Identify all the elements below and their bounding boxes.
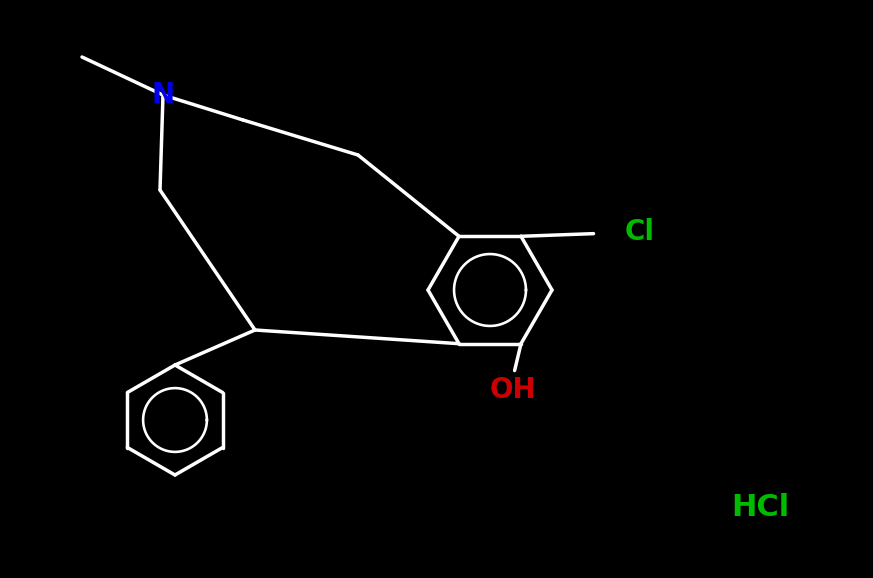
Text: N: N: [151, 81, 175, 109]
Text: OH: OH: [490, 376, 536, 404]
Text: HCl: HCl: [731, 494, 789, 523]
Text: Cl: Cl: [625, 218, 655, 246]
